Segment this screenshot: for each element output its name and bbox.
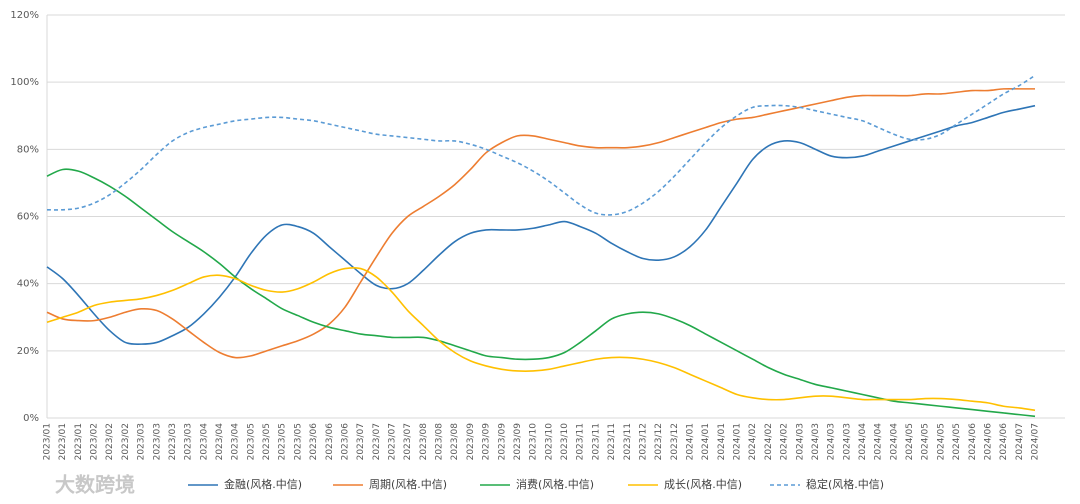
x-tick-label: 2023/05 <box>262 423 272 460</box>
x-tick-label: 2023/03 <box>137 423 147 460</box>
x-tick-label: 2024/04 <box>889 423 899 461</box>
x-tick-label: 2023/07 <box>388 423 398 460</box>
x-tick-label: 2024/03 <box>795 423 805 460</box>
x-tick-label: 2023/03 <box>184 423 194 460</box>
y-tick-label: 80% <box>17 144 39 155</box>
x-tick-label: 2023/01 <box>43 423 53 460</box>
x-tick-label: 2024/02 <box>748 423 758 460</box>
x-tick-label: 2023/04 <box>231 423 241 461</box>
x-tick-label: 2023/07 <box>372 423 382 460</box>
x-tick-label: 2023/08 <box>450 423 460 461</box>
x-tick-label: 2024/05 <box>936 423 946 460</box>
watermark: 大数跨境 <box>55 473 135 497</box>
x-tick-label: 2023/02 <box>121 423 131 460</box>
x-tick-label: 2023/11 <box>576 423 586 460</box>
line-series <box>46 74 1036 216</box>
line-series <box>46 104 1036 345</box>
x-tick-label: 2024/07 <box>1015 423 1025 460</box>
x-tick-label: 2024/06 <box>983 423 993 461</box>
legend-label: 周期(风格.中信) <box>369 477 447 491</box>
y-tick-label: 120% <box>10 10 39 21</box>
x-tick-label: 2024/06 <box>999 423 1009 461</box>
x-tick-label: 2023/05 <box>293 423 303 460</box>
x-tick-label: 2023/10 <box>529 423 539 461</box>
x-tick-label: 2024/02 <box>764 423 774 460</box>
x-tick-label: 2023/03 <box>168 423 178 460</box>
x-tick-label: 2023/12 <box>670 423 680 460</box>
x-tick-label: 2023/11 <box>607 423 617 460</box>
x-tick-label: 2023/06 <box>340 423 350 461</box>
x-tick-label: 2023/05 <box>246 423 256 460</box>
legend-label: 消费(风格.中信) <box>516 477 594 491</box>
x-tick-label: 2024/04 <box>874 423 884 461</box>
x-tick-label: 2023/07 <box>356 423 366 460</box>
x-tick-label: 2023/11 <box>591 423 601 460</box>
y-tick-label: 20% <box>17 346 39 357</box>
x-tick-label: 2024/03 <box>827 423 837 460</box>
x-tick-label: 2023/04 <box>199 423 209 461</box>
legend-label: 成长(风格.中信) <box>664 477 742 491</box>
x-tick-label: 2023/10 <box>560 423 570 461</box>
y-tick-label: 100% <box>10 77 39 88</box>
x-tick-label: 2023/09 <box>497 423 507 461</box>
x-tick-label: 2024/03 <box>842 423 852 460</box>
x-tick-label: 2023/06 <box>309 423 319 461</box>
x-tick-label: 2024/02 <box>780 423 790 460</box>
x-tick-label: 2024/05 <box>952 423 962 460</box>
x-tick-label: 2023/06 <box>325 423 335 461</box>
legend-label: 稳定(风格.中信) <box>806 477 884 491</box>
x-tick-label: 2024/06 <box>968 423 978 461</box>
x-tick-label: 2023/03 <box>152 423 162 460</box>
x-tick-label: 2024/03 <box>811 423 821 460</box>
x-tick-label: 2024/01 <box>685 423 695 460</box>
x-tick-label: 2023/12 <box>654 423 664 460</box>
x-tick-label: 2023/07 <box>403 423 413 460</box>
x-tick-label: 2023/01 <box>74 423 84 460</box>
line-series <box>46 87 1035 359</box>
x-tick-label: 2024/05 <box>921 423 931 460</box>
x-tick-label: 2023/02 <box>105 423 115 460</box>
y-tick-label: 0% <box>23 413 39 424</box>
x-tick-label: 2023/01 <box>58 423 68 460</box>
y-tick-label: 40% <box>17 279 39 290</box>
y-tick-label: 60% <box>17 212 39 223</box>
x-tick-label: 2023/10 <box>544 423 554 461</box>
x-tick-label: 2023/08 <box>419 423 429 461</box>
x-tick-label: 2023/09 <box>513 423 523 461</box>
x-tick-label: 2023/11 <box>623 423 633 460</box>
x-tick-label: 2023/09 <box>482 423 492 461</box>
x-tick-label: 2023/02 <box>90 423 100 460</box>
x-tick-label: 2024/04 <box>858 423 868 461</box>
line-series <box>46 168 1036 418</box>
x-tick-label: 2024/01 <box>701 423 711 460</box>
x-tick-label: 2023/12 <box>638 423 648 460</box>
x-tick-label: 2024/07 <box>1031 423 1041 460</box>
legend-label: 金融(风格.中信) <box>224 477 302 491</box>
x-tick-label: 2023/08 <box>435 423 445 461</box>
x-tick-label: 2024/05 <box>905 423 915 460</box>
line-series <box>46 266 1036 412</box>
x-tick-label: 2024/01 <box>717 423 727 460</box>
x-tick-label: 2023/09 <box>466 423 476 461</box>
x-tick-label: 2023/05 <box>278 423 288 460</box>
x-tick-label: 2023/04 <box>215 423 225 461</box>
x-tick-label: 2024/01 <box>733 423 743 460</box>
